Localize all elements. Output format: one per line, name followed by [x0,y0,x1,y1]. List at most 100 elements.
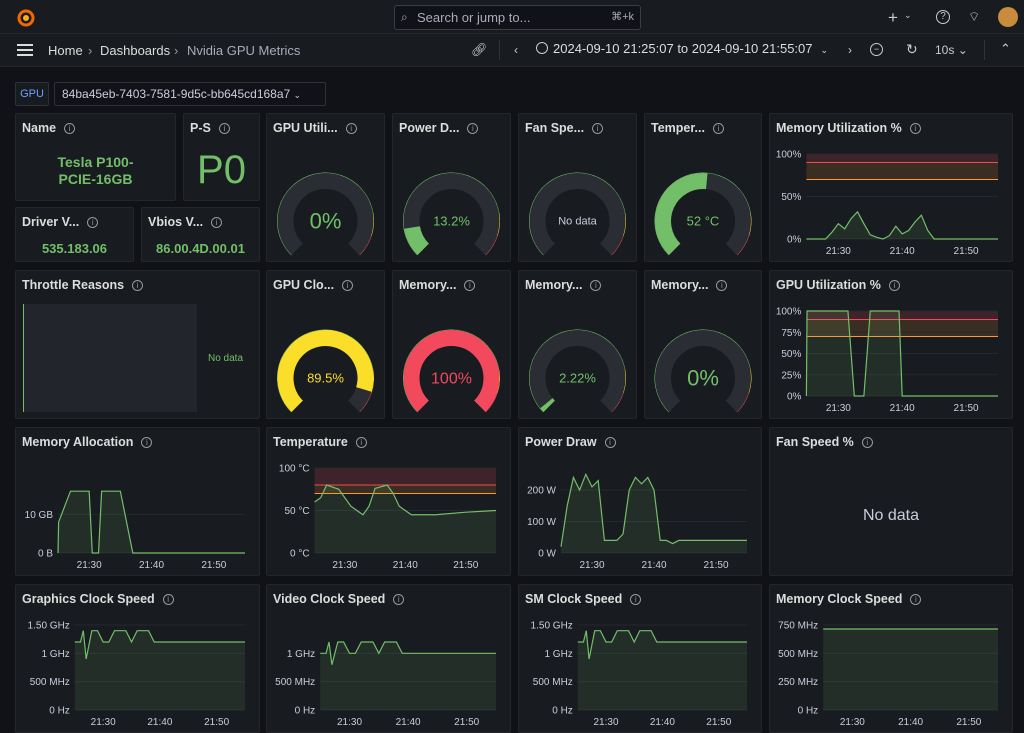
search-shortcut: ⌘+k [611,11,634,23]
variable-select[interactable]: 84ba45eb-7403-7581-9d5c-bb645cd168a7 ⌄ [54,82,326,106]
gauge-fan[interactable]: Fan Spe... i No data [518,113,637,262]
gauge-memory-3[interactable]: Memory... i 0% [644,270,762,419]
gauge-power[interactable]: Power D... i 13.2% [392,113,511,262]
link-icon[interactable]: 🔗︎ [471,42,488,57]
gauge-temp[interactable]: Temper... i 52 °C [644,113,762,262]
y-tick-label: 100 W [527,517,556,528]
info-icon[interactable]: i [162,594,174,605]
info-icon[interactable]: i [712,123,724,134]
collapse-icon[interactable]: ⌃ [1000,41,1011,56]
x-tick-label: 21:50 [954,403,979,414]
gauge-gpu-clock[interactable]: GPU Clo... i 89.5% [266,270,385,419]
gauge-value-text: 0% [687,365,719,390]
stat-driver[interactable]: Driver V... i 535.183.06 [15,207,134,262]
info-icon[interactable]: i [909,123,921,134]
chevron-down-icon: ⌄ [820,45,829,55]
chevron-right-icon[interactable]: › [848,43,852,57]
gauge-value-text: 100% [431,370,472,387]
x-tick-label: 21:50 [954,246,979,257]
no-data-label: No data [208,353,244,364]
chart-temperature[interactable]: Temperature i 100 °C 50 °C 0 °C 21:30 21:40 21:… [266,427,511,576]
info-icon[interactable]: i [590,280,602,291]
threshold-red-band [806,154,998,163]
chart-memory-clock[interactable]: Memory Clock Speed i 750 MHz 500 MHz 250 MHz… [769,584,1013,733]
chart-sm-clock[interactable]: SM Clock Speed i 1.50 GHz 1 GHz 500 MHz 0 Hz 2… [518,584,762,733]
y-tick-label: 500 MHz [778,649,818,660]
x-tick-label: 21:30 [579,560,604,571]
chart-memory-utilization[interactable]: Memory Utilization % i 100% 50% 0% 21:30 21:40… [769,113,1013,262]
chart-memory-allocation[interactable]: Memory Allocation i 10 GB 0 B 21:30 21:40 21:5… [15,427,260,576]
avatar[interactable] [998,7,1018,27]
search-input[interactable]: ⌕ Search or jump to... ⌘+k [394,5,641,30]
info-icon[interactable]: i [218,123,230,134]
variable-label: GPU [15,82,49,106]
breadcrumb-home[interactable]: Home [48,43,83,58]
gauge-track [529,173,626,255]
info-icon[interactable]: i [87,217,99,228]
y-tick-label: 0% [787,392,802,403]
stat-pstate[interactable]: P-S i P0 [183,113,260,201]
menu-icon[interactable] [17,43,33,57]
info-icon[interactable]: i [604,437,616,448]
x-tick-label: 21:40 [890,246,915,257]
gauge-value-arc [277,330,374,412]
x-tick-label: 21:30 [91,717,116,728]
info-icon[interactable]: i [467,123,479,134]
help-icon[interactable]: ? [936,10,950,24]
chart-video-clock[interactable]: Video Clock Speed i 1 GHz 500 MHz 0 Hz 21:30 2… [266,584,511,733]
series-area [806,211,998,239]
info-icon[interactable]: i [592,123,604,134]
breadcrumb-dashboards[interactable]: Dashboards [100,43,171,58]
y-tick-label: 100 °C [279,464,310,475]
x-tick-label: 21:30 [826,403,851,414]
grafana-logo-icon[interactable] [16,8,36,28]
stat-vbios[interactable]: Vbios V... i 86.00.4D.00.01 [141,207,260,262]
info-icon[interactable]: i [861,437,873,448]
info-icon[interactable]: i [345,123,357,134]
info-icon[interactable]: i [910,594,922,605]
divider [499,40,500,60]
zoom-out-icon[interactable]: − [870,43,883,56]
info-icon[interactable]: i [393,594,405,605]
add-icon[interactable]: + [888,8,898,27]
info-icon[interactable]: i [211,217,223,228]
gauge-svg: 2.22% [529,329,626,413]
series-line [805,310,998,397]
gauge-memory-2[interactable]: Memory... i 2.22% [518,270,637,419]
x-tick-label: 21:40 [890,403,915,414]
info-icon[interactable]: i [716,280,728,291]
refresh-interval[interactable]: 10s ⌄ [935,43,968,57]
chevron-down-icon[interactable]: ⌄ [904,10,912,20]
info-icon[interactable]: i [630,594,642,605]
clock-icon [536,42,548,54]
refresh-icon[interactable]: ↻ [906,41,918,57]
gauge-memory-1[interactable]: Memory... i 100% [392,270,511,419]
series-area [806,311,998,396]
gauge-gpu-util[interactable]: GPU Utili... i 0% [266,113,385,262]
y-tick-label: 50% [781,349,801,360]
threshold-red-band [314,468,496,485]
y-tick-label: 0% [787,235,802,246]
rss-icon[interactable]: ⌔ [968,9,981,24]
chart-graphics-clock[interactable]: Graphics Clock Speed i 1.50 GHz 1 GHz 500 MH… [15,584,260,733]
x-tick-label: 21:30 [840,717,865,728]
info-icon[interactable]: i [64,123,76,134]
info-icon[interactable]: i [464,280,476,291]
info-icon[interactable]: i [132,280,144,291]
chevron-left-icon[interactable]: ‹ [514,43,518,57]
info-icon[interactable]: i [355,437,367,448]
chart-svg: 200 W 100 W 0 W 21:30 21:40 21:50 [527,472,748,571]
y-tick-label: 1 GHz [544,649,572,660]
stat-name[interactable]: Name i Tesla P100- PCIE-16GB [15,113,176,201]
chart-svg: 1 GHz 500 MHz 0 Hz 21:30 21:40 21:50 [275,641,497,728]
info-icon[interactable]: i [888,280,900,291]
x-tick-label: 21:30 [77,560,102,571]
info-icon[interactable]: i [141,437,153,448]
throttle-reasons-panel[interactable]: Throttle Reasons i No data [15,270,260,419]
chart-gpu-utilization[interactable]: GPU Utilization % i 100% 75% 50% 25% 0% 21:30 21… [769,270,1013,419]
info-icon[interactable]: i [342,280,354,291]
fan-speed-panel[interactable]: Fan Speed % i No data [769,427,1013,576]
time-range-picker[interactable]: 2024-09-10 21:25:07 to 2024-09-10 21:55:… [536,41,828,56]
threshold-red-band [806,311,998,320]
